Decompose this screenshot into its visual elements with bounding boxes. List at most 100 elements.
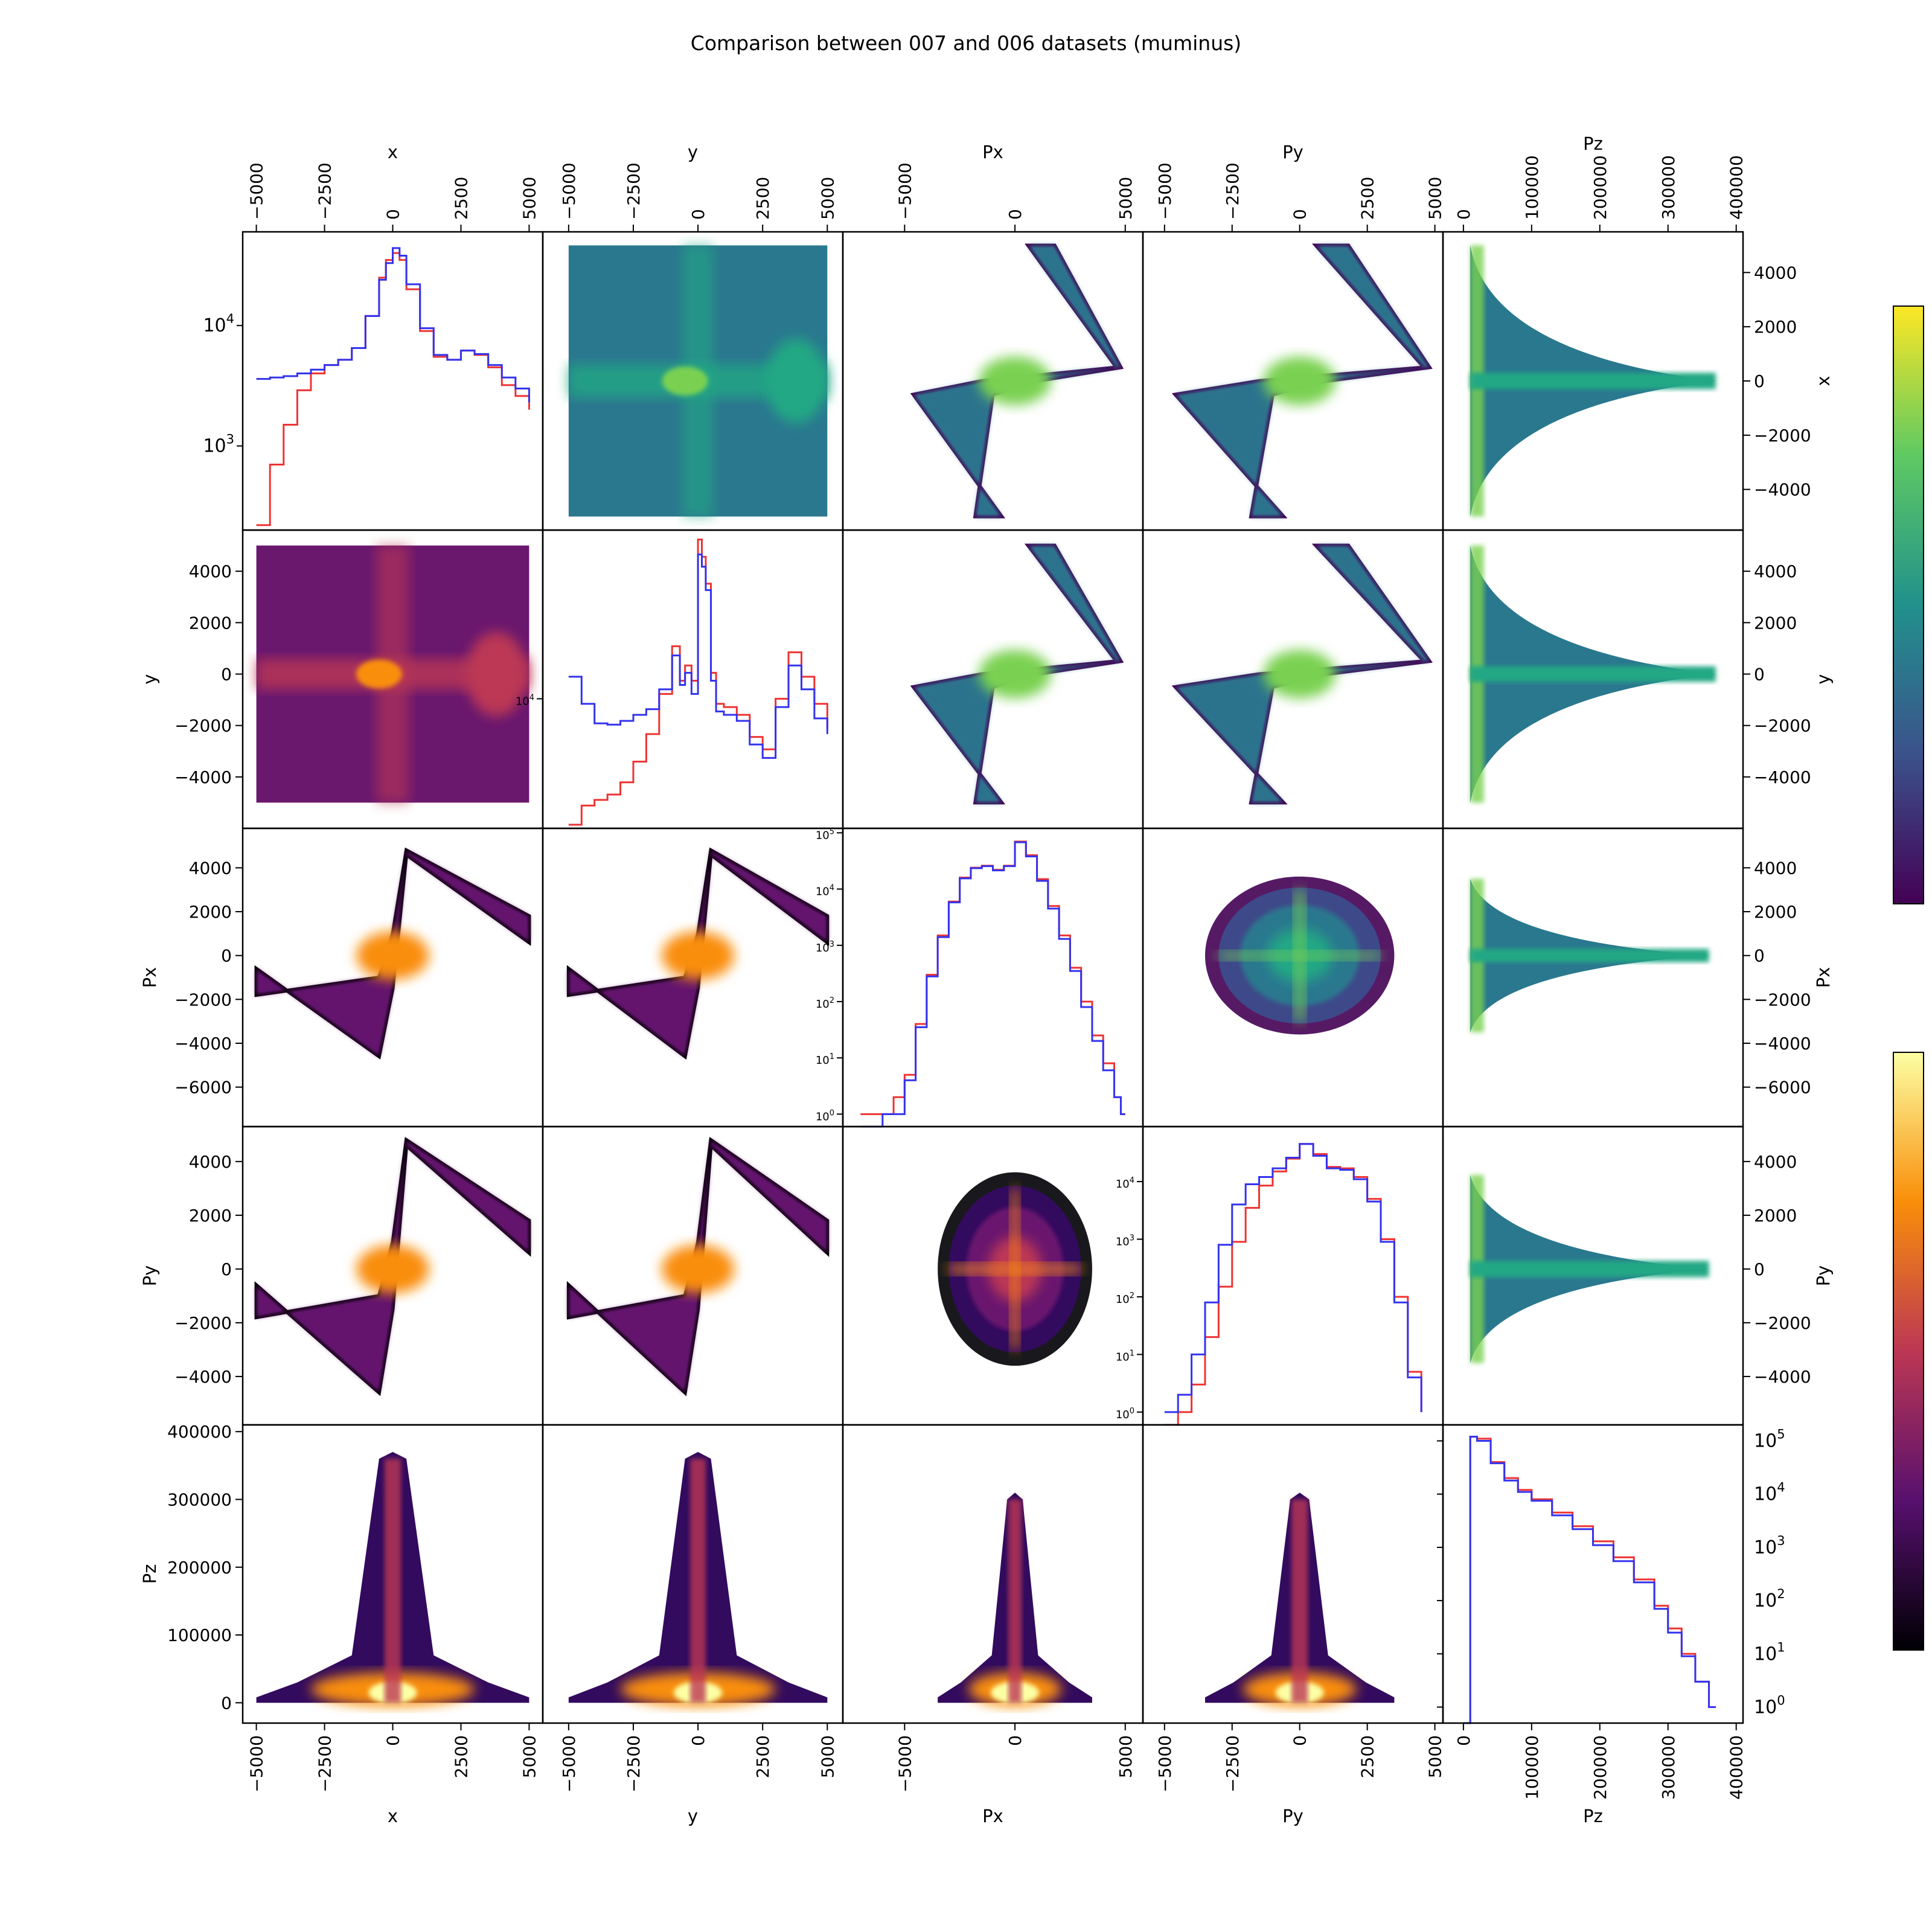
y-tick-label-right: 2000 [1754,317,1797,337]
x-tick-label-top: 2500 [1358,177,1378,220]
tick-label: 100 [1116,1407,1134,1421]
figure-title: Comparison between 007 and 006 datasets … [690,31,1242,55]
x-tick-label-top: 5000 [519,177,539,220]
tick-label: 102 [1116,1291,1134,1306]
hist2d-x-vs-Pz [1470,245,1716,517]
hist2d-y-vs-Px [910,543,1124,805]
series-line [568,553,828,759]
x-tick-label-top: 400000 [1727,155,1747,220]
y-tick-label-left: 100000 [167,1625,232,1645]
hist2d-y-vs-Pz [1470,545,1716,803]
panel-frame [242,231,544,531]
row-label-left: Px [139,967,160,988]
tick-label: 105 [1754,1427,1785,1452]
x-tick-label-bottom: 5000 [1425,1735,1445,1778]
x-tick-label-top: 2500 [753,177,773,220]
tick-label: 101 [1754,1640,1785,1665]
x-tick-label-top: 0 [1454,209,1474,220]
tick-label: 104 [203,312,234,336]
series-line [256,247,530,403]
x-tick-label-top: −2500 [315,162,335,220]
y-tick-label-left: 0 [221,946,232,966]
x-tick-label-bottom: 0 [1005,1735,1025,1746]
x-tick-label-bottom: 200000 [1590,1735,1610,1800]
x-tick-label-bottom: 5000 [519,1735,539,1778]
y-tick-label-right: 4000 [1754,858,1797,878]
x-tick-label-bottom: 5000 [817,1735,837,1778]
y-tick-label-left: 300000 [167,1490,232,1510]
hist2d-Px-vs-x [254,847,531,1060]
y-tick-label-right: 0 [1754,664,1765,684]
tick-label: 104 [1754,1480,1785,1505]
hist2d-Pz-vs-x [256,1451,529,1706]
tick-label: 102 [1754,1587,1785,1611]
y-tick-label-right: 4000 [1754,1152,1797,1172]
y-tick-label-right: 2000 [1754,902,1797,922]
x-tick-label-top: 0 [688,209,708,220]
series-line [860,841,1125,1128]
row-label-right: x [1813,376,1834,386]
x-tick-label-top: 200000 [1590,155,1610,220]
row-label-left: Pz [139,1564,160,1584]
row-label-right: Px [1813,967,1834,988]
x-tick-label-bottom: 0 [1290,1735,1310,1746]
x-tick-label-top: −5000 [559,162,579,220]
hist1d-Px: 100 101 102 103 104 105 [816,827,1125,1128]
x-tick-label-top: −5000 [1155,162,1175,220]
y-tick-label-left: 200000 [167,1558,232,1578]
hist2d-Pz-vs-Py [1204,1492,1395,1706]
hist2d-x-vs-Py [1171,243,1433,519]
y-tick-label-left: −2000 [174,1313,232,1333]
y-tick-label-left: −2000 [174,716,232,736]
y-tick-label-right: 0 [1754,371,1765,391]
tick-label: 104 [816,884,834,898]
y-tick-label-right: 4000 [1754,561,1797,581]
y-tick-label-left: −6000 [174,1078,232,1098]
panel-frame [1442,1424,1744,1724]
tick-label: 103 [1116,1234,1134,1249]
series-line [1463,1436,1716,1724]
y-tick-label-right: −4000 [1754,1034,1811,1054]
x-tick-label-bottom: 400000 [1727,1735,1747,1800]
x-tick-label-bottom: 2500 [753,1735,773,1778]
row-label-left: Py [139,1265,160,1287]
x-tick-label-bottom: 2500 [451,1735,471,1778]
colorbar-inferno [1893,1052,1924,1651]
hist2d-Px-vs-Pz [1470,878,1709,1032]
x-tick-label-top: 100000 [1522,155,1542,220]
row-label-right: Py [1813,1265,1834,1287]
hist2d-y-vs-x [256,545,529,803]
column-label-bottom: Px [982,1806,1003,1826]
hist1d-Pz: 100 101 102 103 104 105 [1437,1427,1785,1724]
x-tick-label-top: 0 [1005,209,1025,220]
y-tick-label-left: 2000 [189,1206,232,1226]
column-label-bottom: y [688,1806,698,1826]
hist2d-y-vs-Py [1171,543,1433,805]
x-tick-label-bottom: 100000 [1522,1735,1542,1800]
y-tick-label-left: −4000 [174,767,232,787]
x-tick-label-top: 0 [1290,209,1310,220]
y-tick-label-right: −4000 [1754,1367,1811,1387]
tick-label: 101 [816,1052,834,1067]
y-tick-label-right: −6000 [1754,1078,1811,1098]
tick-label: 102 [816,996,834,1011]
hist2d-x-vs-y [568,245,828,517]
x-tick-label-bottom: 5000 [1116,1735,1136,1778]
hist1d-Py: 100 101 102 103 104 [1116,1143,1422,1426]
x-tick-label-bottom: 0 [383,1735,403,1746]
column-label-top: Pz [1583,133,1603,154]
tick-label: 103 [816,940,834,955]
column-label-top: y [688,142,698,162]
hist2d-Py-vs-Pz [1470,1175,1709,1363]
x-tick-label-bottom: −5000 [247,1735,267,1793]
row-label-left: y [139,674,160,684]
hist2d-Px-vs-y [566,847,830,1060]
x-tick-label-top: −5000 [247,162,267,220]
column-label-top: Px [982,142,1003,162]
tick-label: 100 [1754,1693,1785,1718]
x-tick-label-bottom: 300000 [1659,1735,1678,1800]
tick-label: 104 [1116,1176,1134,1191]
y-tick-label-left: 4000 [189,561,232,581]
tick-label: 100 [816,1108,834,1123]
